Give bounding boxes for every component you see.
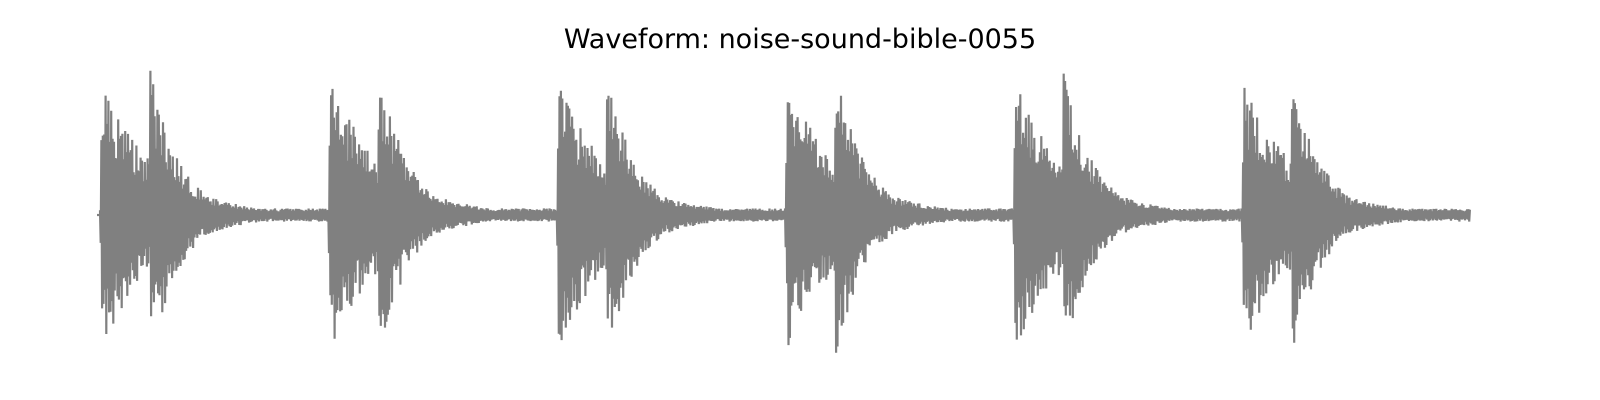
waveform-line-segment (1012, 73, 1243, 340)
waveform-line-segment (327, 88, 558, 339)
waveform-burst-3 (555, 90, 786, 341)
waveform-burst-2 (327, 88, 558, 339)
waveform-burst-6 (1240, 87, 1471, 343)
waveform-line-segment (555, 90, 786, 341)
waveform-burst-4 (783, 95, 1015, 353)
waveform-burst-5 (1012, 73, 1243, 340)
waveform-burst-1 (98, 70, 330, 335)
waveform-line-segment (783, 95, 1015, 353)
chart-title: Waveform: noise-sound-bible-0055 (563, 24, 1037, 55)
waveform-line-segment (98, 70, 330, 335)
waveform-line-segment (1240, 87, 1471, 343)
